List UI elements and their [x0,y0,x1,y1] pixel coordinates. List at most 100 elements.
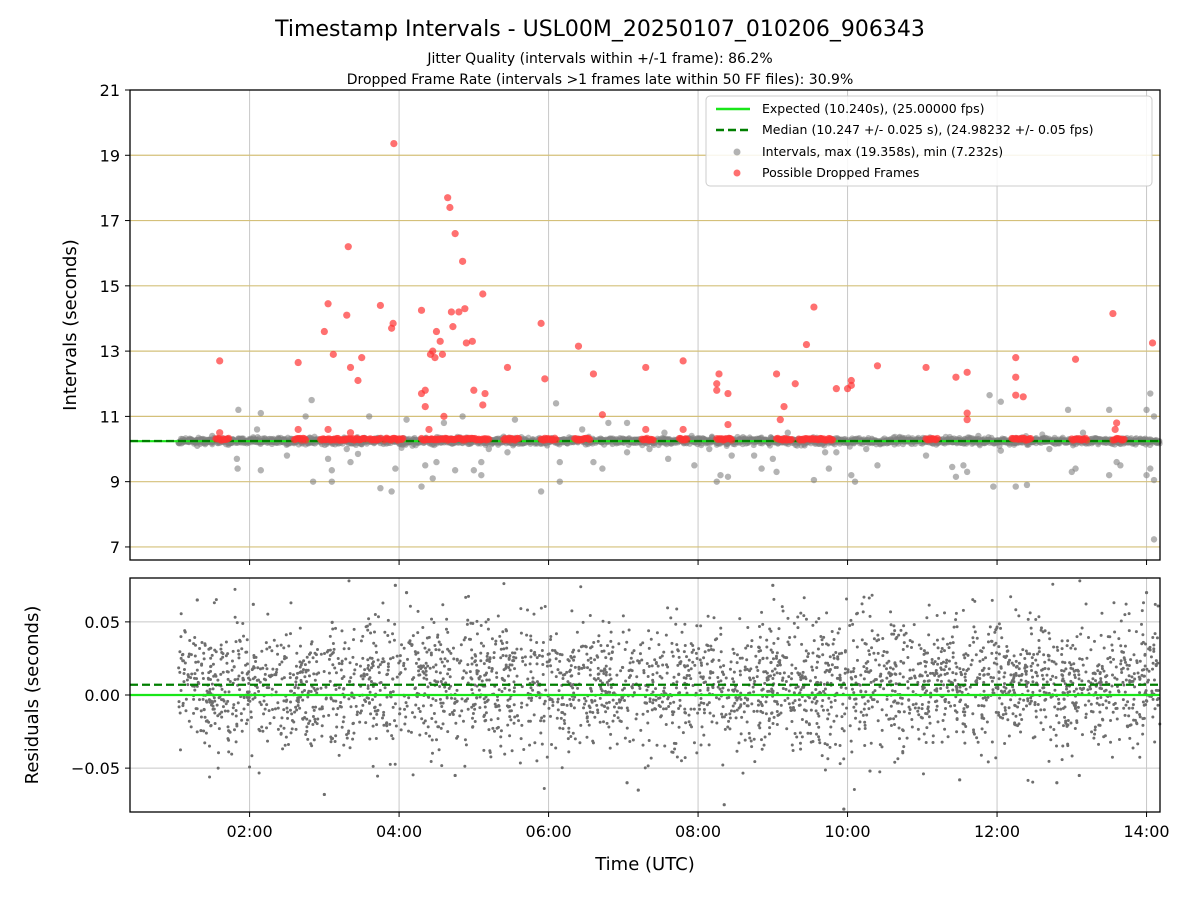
residual-point [946,735,950,739]
residual-point [775,700,779,704]
residual-point [716,676,720,680]
residual-point [388,762,392,766]
residual-point [815,721,819,725]
residual-point [1026,778,1030,782]
residual-point [765,656,769,660]
residual-point [494,642,498,646]
residual-point [899,628,903,632]
residual-point [791,749,795,753]
residual-point [986,640,990,644]
residual-point [495,671,499,675]
residual-point [874,658,878,662]
residual-point [479,651,483,655]
residual-point [1047,658,1051,662]
residual-point [531,688,535,692]
residual-point [615,742,619,746]
dropped-frame-point [847,381,855,389]
residual-point [1024,649,1028,653]
residual-point [933,673,937,677]
residual-point [1073,726,1077,730]
residual-point [307,689,311,693]
residual-point [944,664,948,668]
residual-point [721,670,725,674]
dropped-frame-point [479,401,487,409]
residual-point [1013,722,1017,726]
residual-point [429,703,433,707]
residual-point [1065,687,1069,691]
residual-point [228,680,232,684]
residual-point [792,691,796,695]
residual-point [942,649,946,653]
residual-point [355,713,359,717]
residual-point [221,670,225,674]
residual-point [989,639,993,643]
residual-point [828,732,832,736]
residual-point [490,669,494,673]
residual-point [388,640,392,644]
residual-point [608,673,612,677]
residual-point [339,701,343,705]
residual-point [625,726,629,730]
dropped-frame-point [431,354,439,362]
residual-point [577,672,581,676]
residual-point [303,663,307,667]
residual-point [542,719,546,723]
residual-point [602,671,606,675]
residual-point [862,677,866,681]
residual-point [771,677,775,681]
residual-point [897,737,901,741]
residual-point [279,724,283,728]
residual-point [630,651,634,655]
residual-point [598,720,602,724]
intervals-y-tick-label: 11 [100,407,120,426]
residual-point [666,665,670,669]
residual-point [320,734,324,738]
residual-point [517,719,521,723]
residual-point [1140,609,1144,613]
residual-point [178,650,182,654]
dropped-frame-point [832,385,840,393]
residual-point [1100,667,1104,671]
residual-point [984,656,988,660]
residual-point [221,705,225,709]
residual-point [687,658,691,662]
residual-point [485,699,489,703]
residual-point [576,686,580,690]
residual-point [1095,696,1099,700]
interval-point [605,419,612,427]
residual-point [944,661,948,665]
residual-point [450,711,454,715]
residual-point [219,672,223,676]
residual-point [1115,717,1119,721]
residual-point [582,706,586,710]
residual-point [1080,626,1084,630]
residual-point [515,647,519,651]
dropped-frame-point [344,243,352,251]
residual-point [815,654,819,658]
interval-point [422,462,429,469]
residual-point [852,705,856,709]
dropped-frame-point [713,380,721,388]
interval-point [392,465,399,472]
residual-point [183,661,187,665]
residual-point [333,666,337,670]
intervals-y-tick-label: 17 [100,212,120,231]
residual-point [1016,724,1020,728]
residual-point [744,646,748,650]
interval-point [235,406,242,414]
residual-point [286,742,290,746]
interval-point [388,488,395,495]
residual-point [940,668,944,672]
residual-point [854,716,858,720]
residual-point [759,649,763,653]
residual-point [430,617,434,621]
residual-point [822,635,826,639]
residual-point [541,663,545,667]
residual-point [240,718,244,722]
residual-point [386,618,390,622]
residual-point [593,699,597,703]
residual-point [585,735,589,739]
residual-point [891,667,895,671]
residual-point [602,720,606,724]
residual-point [529,698,533,702]
